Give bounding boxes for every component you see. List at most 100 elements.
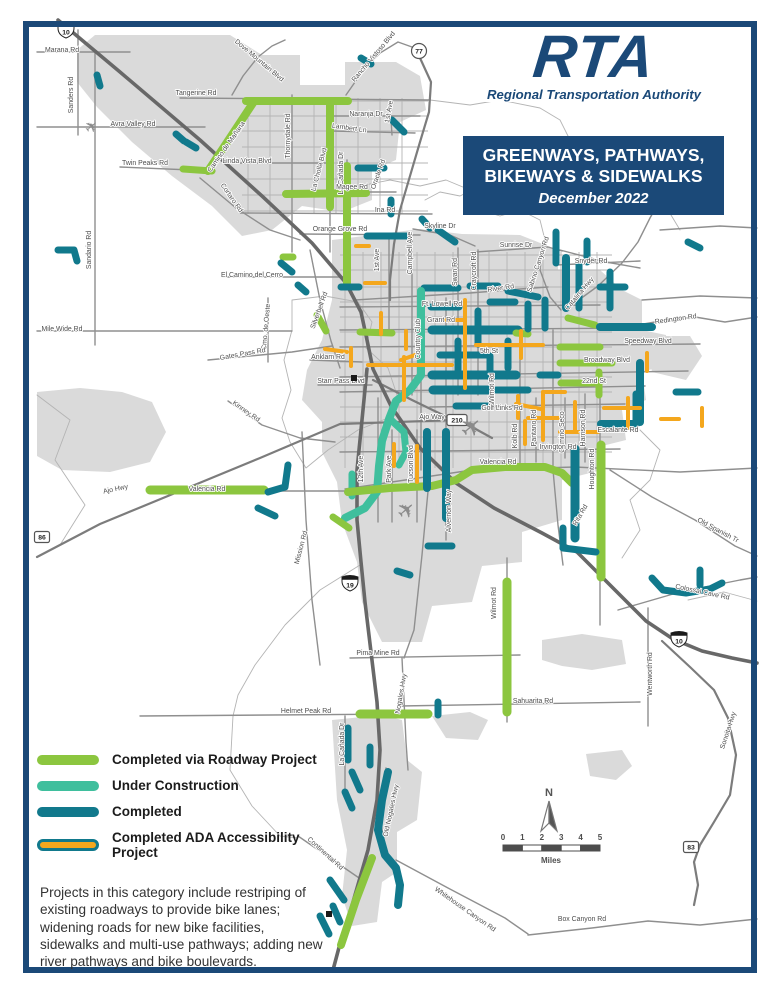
road-label: Camino Seco	[559, 411, 566, 453]
scale-segment	[502, 844, 523, 852]
major-road	[354, 286, 549, 301]
road-label: Golf Links Rd	[481, 405, 523, 412]
segment-completed	[294, 281, 310, 296]
major-road	[539, 242, 562, 311]
highway-road	[35, 418, 457, 559]
scale-tick: 3	[559, 833, 564, 842]
segment-completed	[684, 238, 704, 252]
svg-text:10: 10	[62, 30, 70, 37]
road-label: Anklam Rd	[311, 354, 345, 361]
major-road	[297, 835, 363, 881]
road-label: 1st Ave	[374, 249, 381, 272]
road-label: Magee Rd	[336, 184, 368, 191]
segment-completed	[93, 71, 104, 90]
urban-area	[432, 712, 488, 740]
road-label: Tangerine Rd	[176, 90, 217, 97]
segment-completed	[316, 912, 333, 938]
segment-completed	[418, 215, 434, 232]
description-text: Projects in this category include restri…	[40, 885, 323, 969]
road-label: Sonoita Hwy	[719, 711, 738, 750]
urban-area	[77, 35, 426, 236]
map-frame	[23, 21, 757, 973]
road-label: Ajo Hwy	[103, 483, 130, 495]
segment-completed	[357, 54, 375, 68]
road-label: Twin Peaks Rd	[122, 160, 168, 167]
scale-tick: 1	[520, 833, 525, 842]
major-road	[641, 295, 758, 301]
north-arrow-icon: N	[539, 787, 559, 834]
segment-completed-roadway	[337, 854, 376, 949]
airplane-icon: ✈	[82, 117, 103, 139]
segment-completed-roadway	[356, 328, 396, 337]
road-label: Ina Rd	[375, 207, 395, 214]
road-label: Campbell Ave	[407, 232, 414, 275]
scale-segment	[560, 844, 582, 852]
logo-acronym: RTA	[530, 23, 658, 90]
segment-completed	[341, 788, 356, 812]
road-label: Skyline Dr	[424, 223, 456, 230]
major-road	[309, 249, 341, 369]
road-label: Nogales Hwy	[395, 673, 409, 715]
highway-road	[660, 639, 738, 907]
legend: Completed via Roadway Project Under Cons…	[37, 752, 329, 861]
segment-completed	[348, 768, 364, 794]
major-road	[349, 654, 521, 659]
route-shield: 19	[341, 575, 359, 592]
segment-under-construction	[341, 287, 425, 522]
major-road	[659, 225, 758, 231]
road-label: Pantano Rd	[531, 410, 538, 447]
scale-tick: 5	[598, 833, 603, 842]
legend-swatch-completed-roadway-icon	[37, 754, 99, 765]
segment-completed	[393, 567, 414, 579]
road-label: Ajo Way	[419, 414, 445, 421]
scale-segment	[580, 844, 601, 852]
legend-label: Under Construction	[112, 778, 239, 794]
urban-area	[542, 634, 626, 670]
major-road	[609, 469, 758, 557]
legend-item: Completed ADA Accessibility Project	[37, 830, 329, 860]
landmark-icon	[326, 911, 332, 917]
major-road	[395, 859, 529, 935]
title-date: December 2022	[538, 189, 649, 207]
scale-tick: 4	[578, 833, 583, 842]
road-label: Whitehouse Canyon Rd	[433, 886, 497, 934]
road-label: Valencia Rd	[480, 459, 517, 466]
segment-completed	[264, 461, 292, 496]
urban-area	[37, 388, 166, 472]
road-label: Swan Rd	[452, 258, 459, 286]
legend-item: Completed via Roadway Project	[37, 752, 329, 767]
road-label: 12th Ave	[358, 455, 365, 482]
segment-completed	[374, 768, 404, 909]
legend-item: Completed	[37, 804, 329, 819]
road-label: Craycroft Rd	[471, 252, 478, 291]
legend-swatch-ada-icon	[37, 839, 99, 852]
road-label: Starr Pass Blvd	[317, 378, 365, 385]
segment-completed-roadway	[282, 189, 370, 198]
legend-label: Completed	[112, 804, 182, 820]
road-label: Wentworth Rd	[647, 652, 654, 696]
segment-completed	[182, 138, 200, 152]
major-road	[345, 41, 413, 96]
road-label: Marana Rd	[45, 47, 79, 54]
major-road	[199, 177, 301, 241]
segment-completed	[504, 287, 542, 301]
road-label: Country Club	[415, 319, 422, 359]
road-label: 22nd St	[582, 378, 606, 385]
road-label: Wilmot Rd	[491, 587, 498, 619]
road-label: Box Canyon Rd	[558, 916, 606, 923]
road-label: Sanders Rd	[68, 77, 75, 114]
road-label: Escalante Rd	[598, 427, 639, 434]
road-label: La Cañada Dr	[338, 151, 345, 195]
road-label: Pima Mine Rd	[356, 650, 399, 657]
road-label: Snyder Rd	[575, 258, 608, 265]
segment-completed	[172, 130, 188, 145]
minor-road	[621, 429, 661, 559]
svg-text:19: 19	[346, 583, 354, 590]
urban-area	[646, 336, 702, 380]
segment-under-construction	[386, 415, 410, 469]
road-label: Kolb Rd	[512, 424, 519, 449]
segment-completed	[54, 246, 81, 265]
legend-item: Under Construction	[37, 778, 329, 793]
road-label: 5th St	[480, 348, 498, 355]
